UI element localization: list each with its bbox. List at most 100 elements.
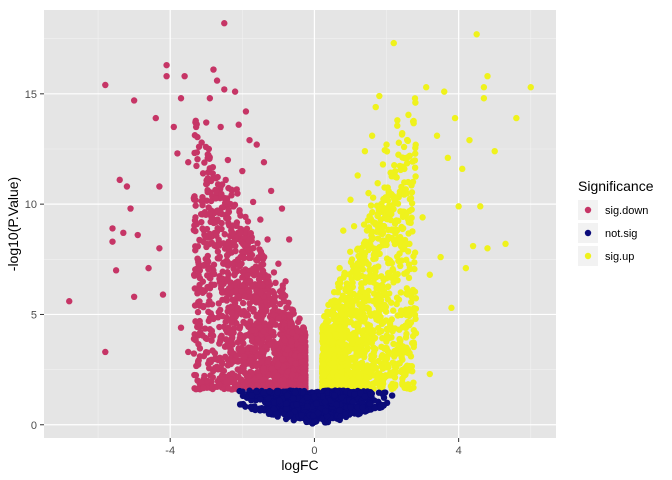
data-point-sig-down <box>298 358 305 365</box>
data-point-not-sig <box>322 407 329 415</box>
data-point-sig-up <box>361 316 368 323</box>
data-point-sig-up <box>407 385 414 393</box>
data-point-sig-up <box>340 227 347 234</box>
data-point-sig-up <box>347 345 354 353</box>
data-point-sig-down <box>190 226 198 234</box>
data-point-sig-up <box>386 269 393 276</box>
data-point-sig-up <box>403 190 410 197</box>
data-point-sig-up <box>409 118 417 125</box>
data-point-sig-up <box>377 216 384 223</box>
data-point-sig-down <box>199 286 206 294</box>
data-point-sig-down <box>202 233 209 241</box>
data-point-sig-up <box>368 335 375 342</box>
data-point-sig-up <box>319 361 327 368</box>
data-point-not-sig <box>314 409 322 417</box>
data-point-sig-up <box>412 99 419 106</box>
data-point-sig-up <box>396 162 404 170</box>
data-point-sig-up <box>387 258 394 266</box>
data-point-sig-down <box>218 289 226 296</box>
data-point-sig-up <box>394 200 402 207</box>
data-point-sig-down <box>237 368 244 375</box>
data-point-sig-up <box>372 245 379 253</box>
data-point-sig-down <box>207 372 214 379</box>
data-point-sig-down <box>282 278 289 285</box>
data-point-sig-down <box>192 214 199 221</box>
data-point-sig-up <box>364 368 371 375</box>
data-point-sig-down <box>246 288 253 296</box>
data-point-sig-up <box>408 363 416 370</box>
data-point-sig-down <box>214 225 221 232</box>
data-point-sig-down <box>258 348 266 355</box>
data-point-sig-up <box>402 334 410 341</box>
data-point-sig-up <box>355 352 363 359</box>
data-point-sig-down <box>249 283 256 290</box>
data-point-sig-up <box>405 274 413 282</box>
data-point-sig-up <box>373 374 381 381</box>
data-point-sig-up <box>395 360 403 367</box>
legend-label: sig.down <box>605 205 648 217</box>
data-point-sig-down <box>207 275 214 282</box>
data-point-sig-down <box>219 268 226 275</box>
data-point-sig-down <box>210 315 217 323</box>
data-point-sig-up <box>391 168 399 175</box>
data-point-sig-down <box>249 198 257 206</box>
data-point-sig-up <box>372 345 379 353</box>
data-point-sig-down <box>123 183 131 190</box>
data-point-sig-down <box>248 334 256 341</box>
data-point-sig-down <box>238 311 245 318</box>
data-point-sig-down <box>274 372 281 380</box>
data-point-sig-up <box>406 264 414 272</box>
data-point-sig-down <box>211 350 219 357</box>
data-point-sig-down <box>102 348 109 356</box>
data-point-sig-up <box>403 160 411 167</box>
data-point-sig-up <box>372 103 379 111</box>
data-point-not-sig <box>388 392 396 399</box>
data-point-sig-down <box>228 319 235 326</box>
data-point-sig-down <box>223 252 231 259</box>
data-point-sig-down <box>216 354 224 361</box>
data-point-sig-up <box>433 132 441 139</box>
data-point-sig-up <box>404 178 412 186</box>
data-point-sig-down <box>272 279 279 287</box>
data-point-sig-down <box>223 378 230 386</box>
data-point-sig-up <box>343 301 351 308</box>
data-point-sig-down <box>194 385 201 392</box>
data-point-sig-up <box>324 317 332 325</box>
data-point-sig-up <box>345 286 352 293</box>
data-point-sig-up <box>390 340 397 348</box>
data-point-sig-up <box>466 136 473 144</box>
data-point-sig-up <box>426 370 434 378</box>
data-point-sig-down <box>120 229 127 237</box>
data-point-sig-up <box>404 136 411 144</box>
data-point-sig-down <box>278 293 286 301</box>
data-point-sig-down <box>236 325 243 332</box>
data-point-sig-down <box>190 335 198 343</box>
data-point-sig-up <box>391 220 399 227</box>
data-point-sig-down <box>229 329 237 336</box>
data-point-sig-down <box>225 242 232 249</box>
data-point-sig-up <box>369 218 377 226</box>
data-point-sig-down <box>152 114 159 122</box>
data-point-sig-down <box>221 86 228 93</box>
data-point-sig-down <box>205 308 212 316</box>
data-point-sig-up <box>378 320 386 328</box>
data-point-sig-down <box>255 373 263 380</box>
data-point-sig-down <box>249 326 256 334</box>
data-point-sig-up <box>491 147 498 155</box>
data-point-sig-down <box>191 132 199 139</box>
data-point-sig-up <box>419 214 426 221</box>
data-point-sig-down <box>190 271 198 278</box>
data-point-sig-up <box>459 165 466 173</box>
data-point-sig-down <box>213 218 220 226</box>
data-point-sig-up <box>365 189 372 197</box>
data-point-sig-down <box>208 233 215 240</box>
y-tick-label: 15 <box>25 89 37 101</box>
data-point-sig-down <box>284 368 292 375</box>
data-point-sig-up <box>372 364 380 372</box>
data-point-sig-down <box>236 208 243 216</box>
data-point-sig-up <box>370 266 378 273</box>
data-point-not-sig <box>376 404 383 412</box>
data-point-sig-down <box>280 363 287 371</box>
data-point-sig-up <box>338 303 345 310</box>
data-point-sig-up <box>361 347 368 354</box>
